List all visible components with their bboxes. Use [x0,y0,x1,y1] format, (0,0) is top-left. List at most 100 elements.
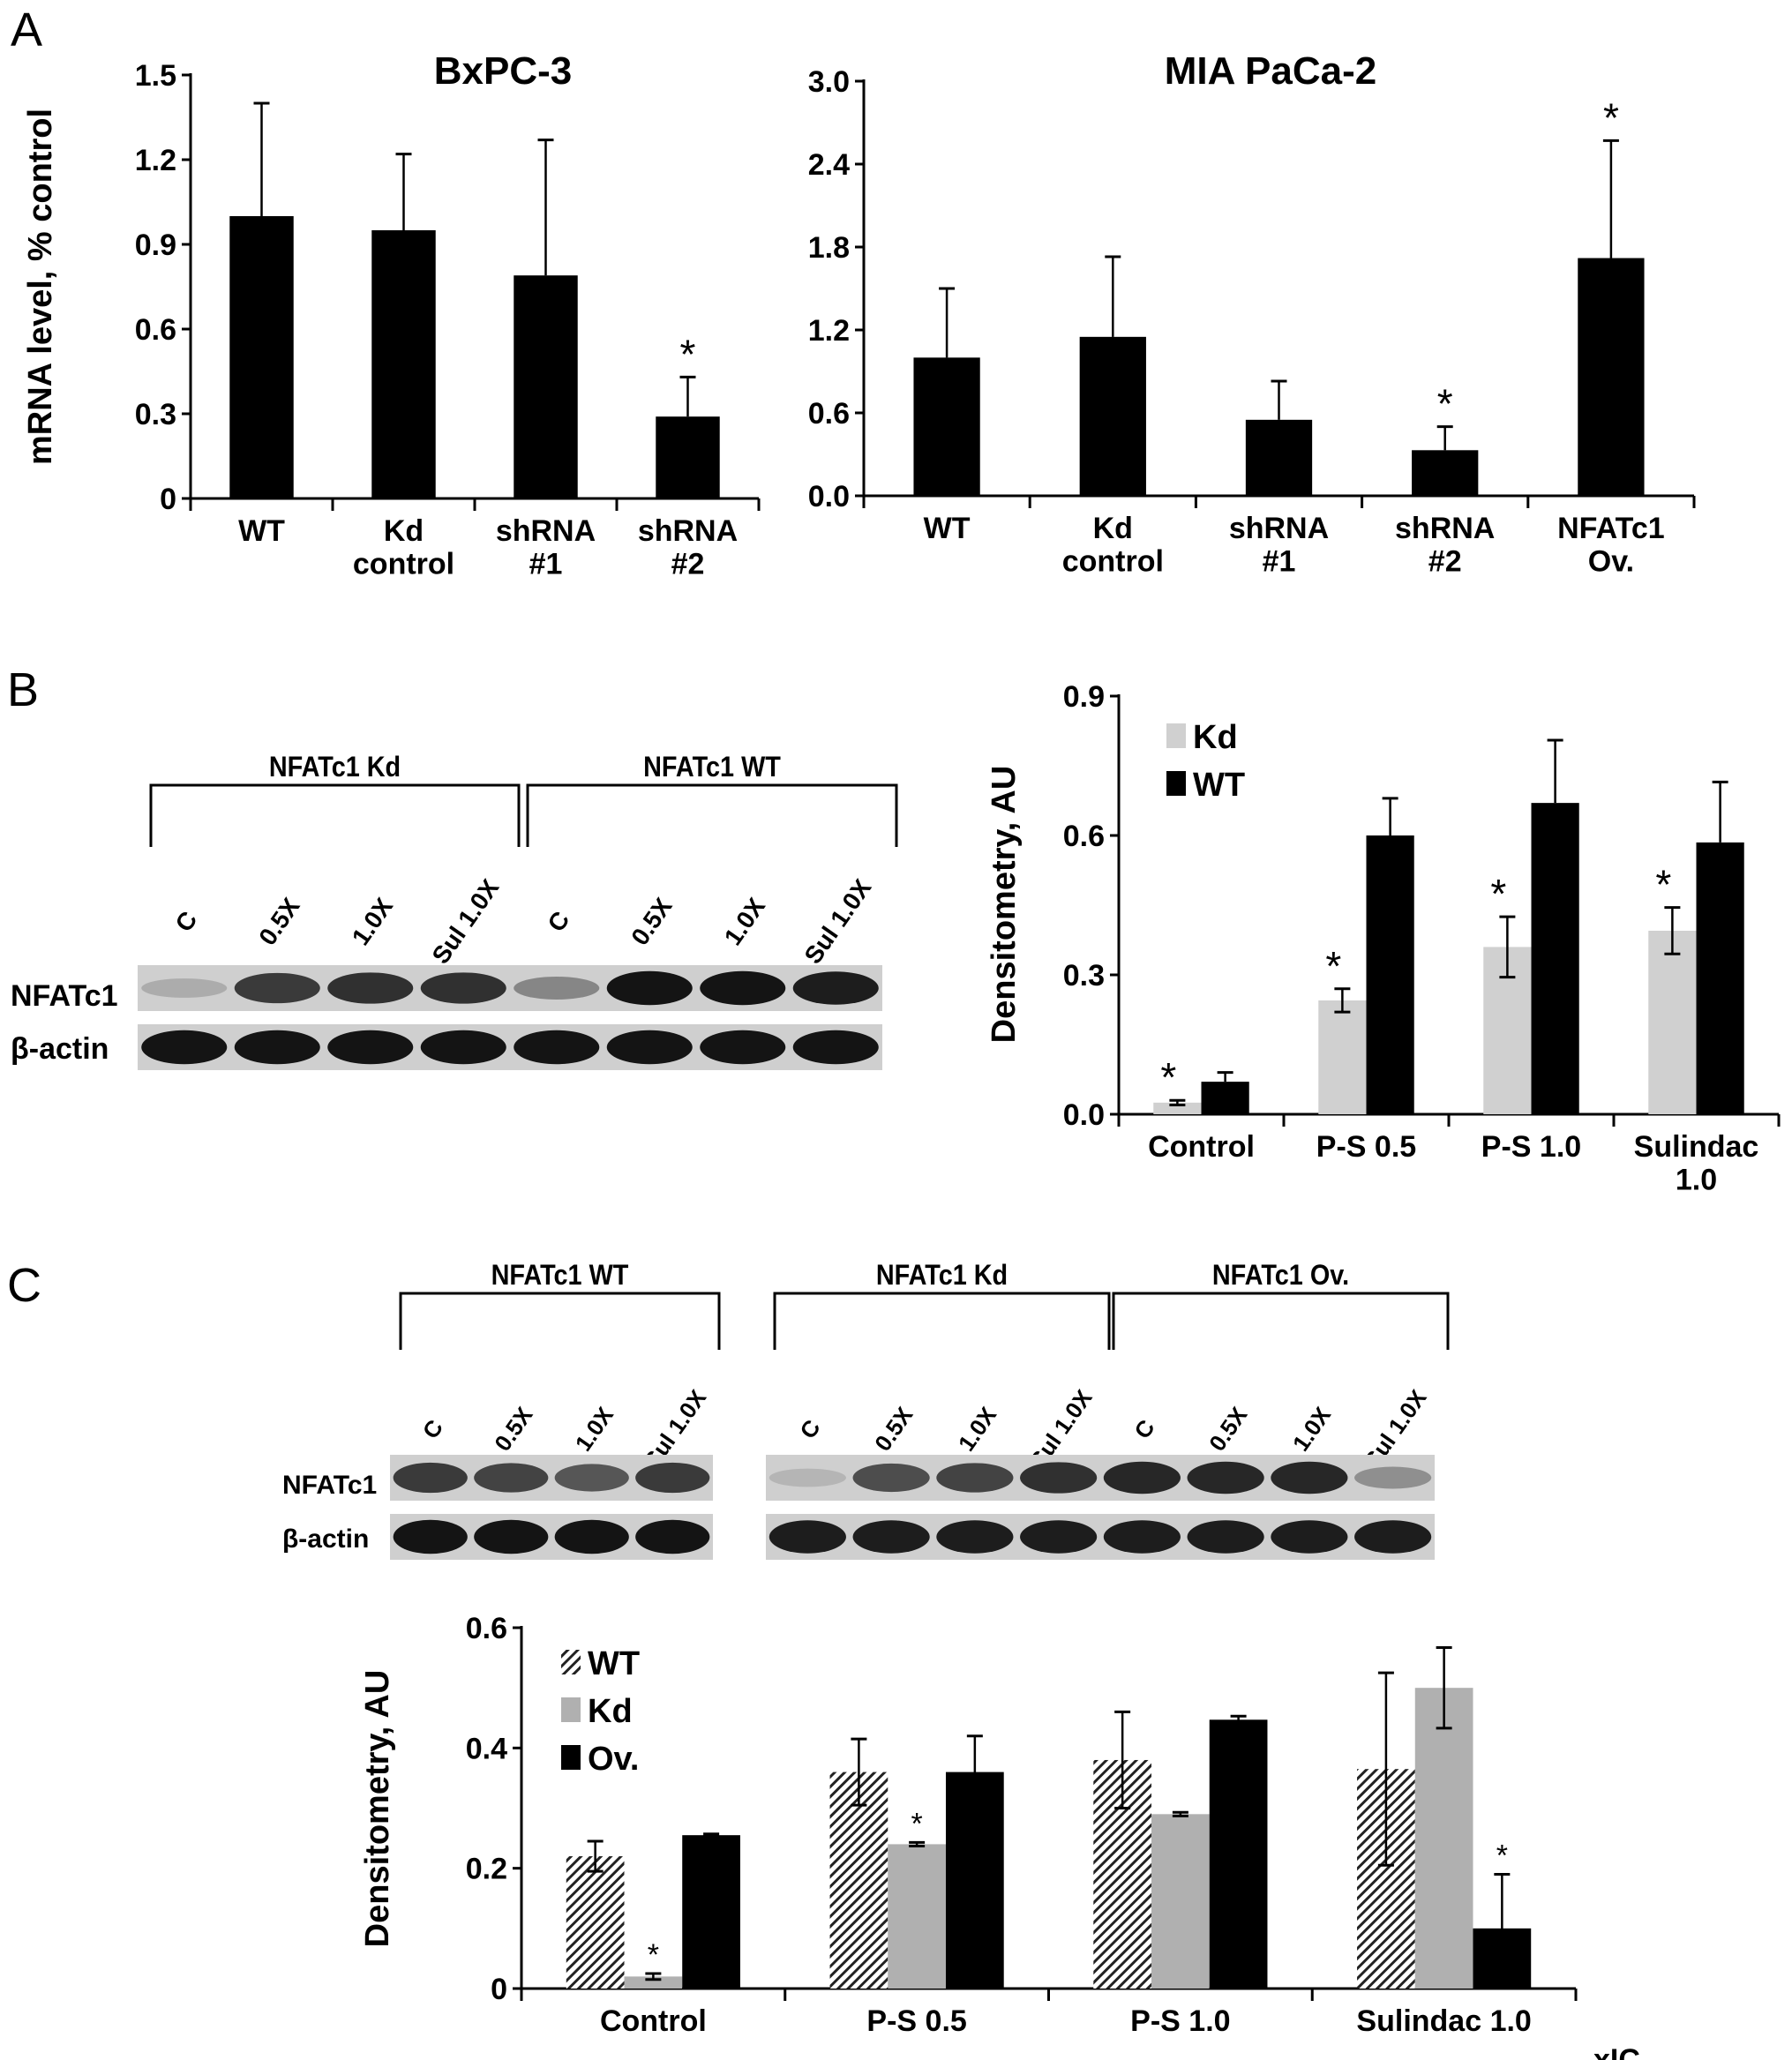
group-label: NFATc1 Kd [269,752,401,783]
x-tick-label: P-S 1.0 [1130,2004,1230,2038]
x-unit-label: xIC [1593,2043,1640,2060]
protein-band [700,1030,786,1065]
significance-star: * [1490,871,1506,917]
protein-band [700,970,786,1006]
x-tick-label: P-S 1.0 [1481,1130,1581,1164]
protein-band [393,1462,468,1494]
lane-label: C [169,906,202,936]
protein-band [141,1030,228,1065]
x-tick-label: Kd control [353,514,454,581]
lane-label: 0.5X [869,1402,918,1457]
protein-band [606,970,693,1006]
bar-wt [1696,842,1744,1114]
protein-band [514,977,600,1000]
y-tick-label: 1.2 [808,314,850,348]
legend-label: Ov. [588,1741,639,1778]
x-tick-label: P-S 0.5 [1316,1130,1416,1164]
bar-kd [1153,1102,1202,1114]
lane-label: 0.5X [1203,1402,1253,1457]
bar-mrna [229,216,294,498]
bar-mrna [913,357,980,496]
x-tick-label: WT [924,512,971,545]
protein-band [635,1519,710,1554]
text-line: control [1062,544,1164,578]
protein-band [474,1519,549,1554]
y-tick-label: 0 [491,1973,507,2006]
text-line: shRNA [1395,512,1495,545]
text-line: #2 [671,547,705,581]
y-tick-label: 0.0 [808,480,850,513]
protein-band [1187,1520,1264,1554]
bar-mrna [1245,419,1313,496]
x-tick-label: WT [238,514,285,548]
row-label: NFATc1 [282,1471,377,1500]
y-tick-label: 1.8 [808,231,850,265]
text-line: NFATc1 [1557,512,1665,545]
protein-band [474,1463,549,1493]
legend-label: WT [1193,767,1245,804]
x-tick-label: shRNA #2 [1395,512,1495,578]
y-tick-label: 0.9 [135,228,176,262]
protein-band [1103,1461,1181,1494]
legend-label: Kd [1193,719,1238,756]
protein-band [420,972,506,1004]
chart-title: BxPC-3 [434,49,573,93]
significance-star: * [1160,1054,1176,1100]
legend-label: WT [588,1645,640,1682]
text-line: #1 [529,547,563,581]
text-line: #1 [1263,544,1296,578]
y-tick-label: 0.0 [1063,1098,1105,1132]
y-tick-label: 0.6 [1063,820,1105,853]
lane-label: C [542,906,574,936]
protein-band [606,1030,693,1065]
row-label: NFATc1 [11,979,118,1013]
lane-label: 1.0X [1287,1402,1337,1457]
y-tick-label: 0.6 [135,313,176,347]
x-tick-label: Sulindac 1.0 [1356,2004,1531,2038]
y-tick-label: 0 [160,483,176,516]
significance-star: * [1655,862,1671,908]
group-label: NFATc1 WT [491,1260,629,1292]
y-tick-label: 1.5 [135,59,176,93]
legend-swatch [561,1745,581,1770]
bar-ov [1209,1719,1268,1989]
group-label: NFATc1 Kd [876,1260,1008,1292]
x-tick-label: P-S 0.5 [866,2004,966,2038]
lane-label: C [794,1414,825,1443]
x-tick-label: Control [600,2004,707,2038]
x-tick-label: shRNA #1 [496,514,596,581]
y-tick-label: 0.4 [466,1732,507,1765]
protein-band [1354,1466,1432,1489]
panel-label-c: C [7,1259,41,1312]
bar-mrna [656,416,720,498]
protein-band [141,978,228,998]
protein-band [1020,1520,1098,1554]
y-tick-label: 0.3 [135,398,176,431]
text-line: Ov. [1588,544,1634,578]
y-tick-label: 1.2 [135,144,176,177]
bar-wt [1201,1082,1249,1114]
text-line: shRNA [1229,512,1329,545]
significance-star: * [1603,94,1619,140]
protein-band [327,1030,414,1065]
protein-band [769,1468,846,1487]
bar-kd [1414,1688,1473,1989]
bar-wt [1366,835,1414,1114]
chart-title: MIA PaCa-2 [1165,49,1376,93]
bar-wt [829,1772,889,1989]
text-line: 1.0 [1676,1163,1717,1196]
protein-band [1354,1520,1432,1554]
legend-swatch [1166,771,1186,796]
x-tick-label: Kd control [1062,512,1164,578]
bar-mrna [514,275,578,498]
protein-band [420,1030,506,1065]
x-tick-label: shRNA #2 [638,514,738,581]
text-line: Kd [384,514,424,548]
y-tick-label: 3.0 [808,65,850,99]
lane-label: C [417,1414,448,1443]
lane-label: 1.0X [719,893,771,950]
bar-kd [624,1976,683,1989]
bar-mrna [1412,450,1479,496]
bar-kd [1151,1814,1210,1989]
bar-mrna [371,230,436,498]
